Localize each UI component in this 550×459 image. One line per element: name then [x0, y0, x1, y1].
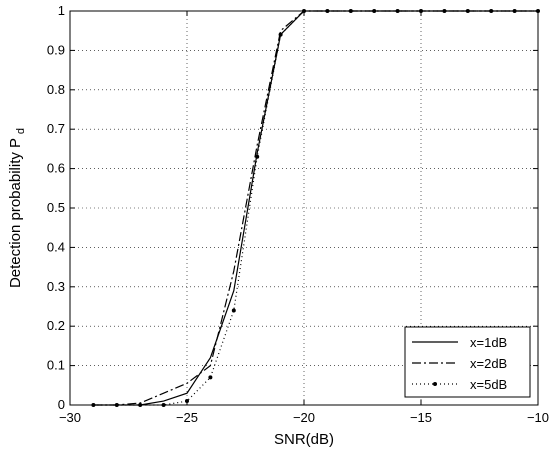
y-tick-label: 0.6: [47, 161, 65, 176]
x-tick-label: −15: [410, 410, 432, 425]
legend-items: x=1dB x=2dB x=5dB: [412, 335, 507, 392]
y-tick-label: 0.9: [47, 42, 65, 57]
series-point-3: [255, 154, 260, 159]
x-tick-label: −10: [527, 410, 549, 425]
y-tick-label: 0.2: [47, 318, 65, 333]
ticks: [69, 10, 539, 406]
y-tick-label: 0.5: [47, 200, 65, 215]
y-tick-label: 0.4: [47, 239, 65, 254]
y-tick-label: 1: [58, 3, 65, 18]
x-tick-label: −20: [293, 410, 315, 425]
y-tick-label: 0.7: [47, 121, 65, 136]
legend-label-2: x=2dB: [470, 356, 507, 371]
legend-box: [404, 326, 531, 398]
y-tick-label: 0: [58, 397, 65, 412]
y-axis-label: Detection probability P d: [7, 128, 27, 288]
y-tick-labels: 0 0.1 0.2 0.3 0.4 0.5 0.6 0.7 0.8 0.9 1: [47, 3, 65, 412]
y-tick-label: 0.3: [47, 279, 65, 294]
legend-label-1: x=1dB: [470, 335, 507, 350]
x-tick-label: −25: [176, 410, 198, 425]
y-axis-label-main: Detection probability P: [7, 138, 24, 288]
legend-label-3: x=5dB: [470, 377, 507, 392]
x-axis-label: SNR(dB): [274, 431, 334, 448]
legend-marker-3: [433, 382, 437, 386]
series-point-3: [208, 375, 213, 380]
y-tick-label: 0.8: [47, 82, 65, 97]
x-tick-labels: −30 −25 −20 −15 −10: [59, 410, 549, 425]
series-point-3: [231, 308, 236, 313]
legend: x=1dB x=2dB x=5dB: [404, 326, 531, 398]
y-axis-label-subscript: d: [15, 128, 27, 134]
y-tick-label: 0.1: [47, 358, 65, 373]
series-point-3: [278, 32, 283, 37]
x-tick-label: −30: [59, 410, 81, 425]
